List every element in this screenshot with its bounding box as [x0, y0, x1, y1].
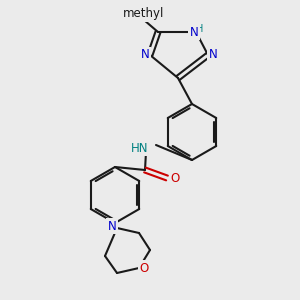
Text: methyl: methyl — [123, 8, 165, 20]
Text: O: O — [170, 172, 180, 184]
Text: O: O — [140, 262, 148, 275]
Text: H: H — [196, 24, 204, 34]
Text: N: N — [208, 49, 217, 62]
Text: N: N — [190, 26, 198, 38]
Text: N: N — [141, 49, 149, 62]
Text: HN: HN — [130, 142, 148, 154]
Text: N: N — [108, 220, 116, 232]
